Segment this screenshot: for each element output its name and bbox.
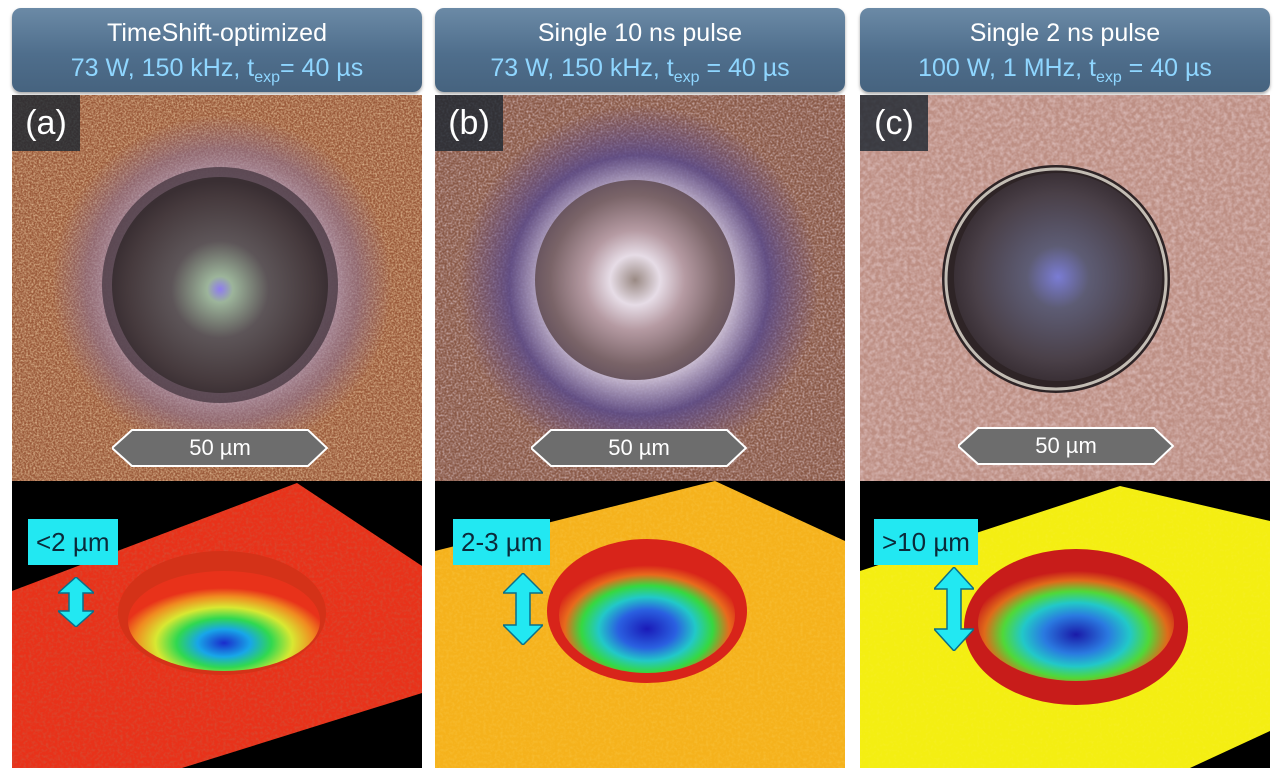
panel-a-label: (a) — [12, 95, 80, 151]
panel-c: Single 2 ns pulse 100 W, 1 MHz, texp = 4… — [860, 0, 1270, 768]
panel-b-micrograph: (b) 50 µm — [435, 95, 845, 481]
panel-b-header: Single 10 ns pulse 73 W, 150 kHz, texp =… — [435, 8, 845, 92]
panel-c-micrograph: (c) 50 µm — [860, 95, 1270, 481]
panel-b-depth-arrow-icon — [503, 573, 543, 645]
panel-a-header: TimeShift-optimized 73 W, 150 kHz, texp=… — [12, 8, 422, 92]
panel-c-depth-label: >10 µm — [874, 519, 978, 565]
panel-c-label: (c) — [860, 95, 928, 151]
panel-b-label: (b) — [435, 95, 503, 151]
panel-c-scale-label: 50 µm — [1035, 433, 1097, 458]
panel-c-3d-profile: >10 µm — [860, 481, 1270, 768]
panel-b-scale-bar: 50 µm — [531, 429, 747, 467]
panel-a-micrograph: (a) 50 µm — [12, 95, 422, 481]
panel-c-scale-bar: 50 µm — [958, 427, 1174, 465]
panel-a-parameters: 73 W, 150 kHz, texp= 40 µs — [70, 54, 364, 86]
panel-b-depth-label: 2-3 µm — [453, 519, 551, 565]
panel-c-title: Single 2 ns pulse — [969, 19, 1161, 47]
panel-b-scale-label: 50 µm — [608, 435, 670, 460]
panel-c-header: Single 2 ns pulse 100 W, 1 MHz, texp = 4… — [860, 8, 1270, 92]
panel-b-parameters: 73 W, 150 kHz, texp = 40 µs — [490, 54, 790, 86]
panel-c-parameters: 100 W, 1 MHz, texp = 40 µs — [918, 54, 1212, 86]
panel-b-3d-profile: 2-3 µm — [435, 481, 845, 768]
panel-a-3d-profile: <2 µm — [12, 481, 422, 768]
panel-a-scale-bar: 50 µm — [112, 429, 328, 467]
panel-a-title: TimeShift-optimized — [107, 19, 327, 47]
panel-b: Single 10 ns pulse 73 W, 150 kHz, texp =… — [435, 0, 845, 768]
panel-b-title: Single 10 ns pulse — [537, 19, 743, 47]
panel-a-depth-label: <2 µm — [28, 519, 118, 565]
panel-a-scale-label: 50 µm — [189, 435, 251, 460]
panel-a-depth-arrow-icon — [58, 577, 94, 627]
panel-c-depth-arrow-icon — [934, 567, 974, 651]
panel-a: TimeShift-optimized 73 W, 150 kHz, texp=… — [12, 0, 422, 768]
